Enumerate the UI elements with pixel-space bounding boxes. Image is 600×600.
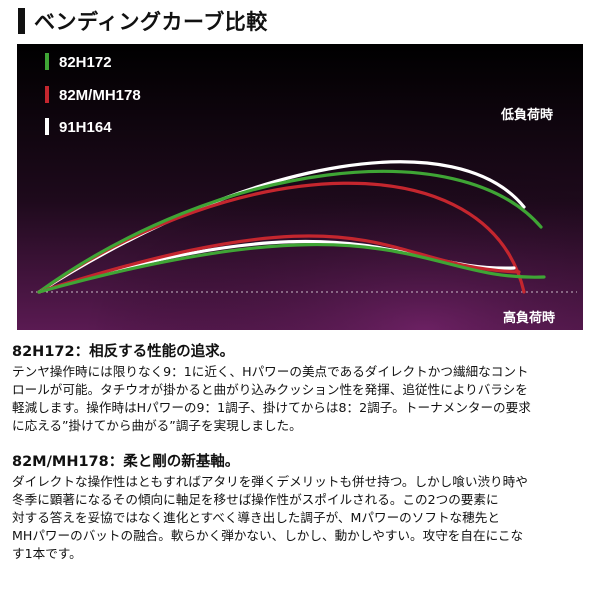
description-line: 対する答えを妥協ではなく進化とすべく導き出した調子が、Mパワーのソフトな穂先と bbox=[12, 510, 500, 525]
description-line: 冬季に顕著になるその傾向に軸足を移せば操作性がスポイルされる。この2つの要素に bbox=[12, 492, 499, 507]
description-title: 82M/MH178：柔と剛の新基軸。 bbox=[12, 454, 240, 470]
description-line: ダイレクトな操作性はともすればアタリを弾くデメリットも併せ持つ。しかし喰い渋り時… bbox=[12, 474, 528, 489]
description-line: MHパワーのバットの融合。軟らかく弾かない、しかし、動かしやすい。攻守を自在にこ… bbox=[12, 528, 524, 543]
description-line: す1本です。 bbox=[12, 546, 82, 561]
legend-label-91H164: 91H164 bbox=[59, 119, 112, 136]
legend-label-82M-MH178: 82M/MH178 bbox=[59, 87, 141, 104]
description-line: に応える”掛けてから曲がる”調子を実現しました。 bbox=[12, 418, 302, 433]
description-82M-MH178: 82M/MH178：柔と剛の新基軸。 ダイレクトな操作性はともすればアタリを弾く… bbox=[12, 452, 594, 563]
high-load-label: 高負荷時 bbox=[503, 310, 555, 326]
page-title: ベンディングカーブ比較 bbox=[34, 10, 268, 34]
curves-layer bbox=[37, 160, 546, 294]
page-heading: ベンディングカーブ比較 bbox=[18, 6, 268, 36]
description-line: ロールが可能。タチウオが掛かると曲がり込みクッション性を発揮、追従性によりバラシ… bbox=[12, 382, 528, 397]
bending-curve-chart: 82H172 82M/MH178 91H164 低負荷時 高負荷時 bbox=[17, 44, 583, 330]
legend-swatch-82M-MH178 bbox=[45, 86, 49, 103]
legend-swatch-91H164 bbox=[45, 118, 49, 135]
heading-bar bbox=[18, 8, 25, 34]
description-82H172: 82H172：相反する性能の追求。 テンヤ操作時には限りなく9：1に近く、Hパワ… bbox=[12, 342, 594, 435]
curve-high-load-82H172 bbox=[37, 169, 543, 294]
description-line: テンヤ操作時には限りなく9：1に近く、Hパワーの美点であるダイレクトかつ繊細なコ… bbox=[12, 364, 529, 379]
legend-label-82H172: 82H172 bbox=[59, 54, 112, 71]
curve-low-load-82H172 bbox=[37, 242, 546, 294]
curve-low-load-82M-MH178 bbox=[37, 234, 521, 294]
legend-swatch-82H172 bbox=[45, 53, 49, 70]
low-load-label: 低負荷時 bbox=[500, 107, 553, 123]
description-line: 軽減します。操作時はHパワーの9：1調子、掛けてからは8：2調子。トーナメンター… bbox=[12, 400, 531, 415]
legend: 82H172 82M/MH178 91H164 bbox=[45, 53, 141, 136]
description-title: 82H172：相反する性能の追求。 bbox=[12, 344, 235, 360]
